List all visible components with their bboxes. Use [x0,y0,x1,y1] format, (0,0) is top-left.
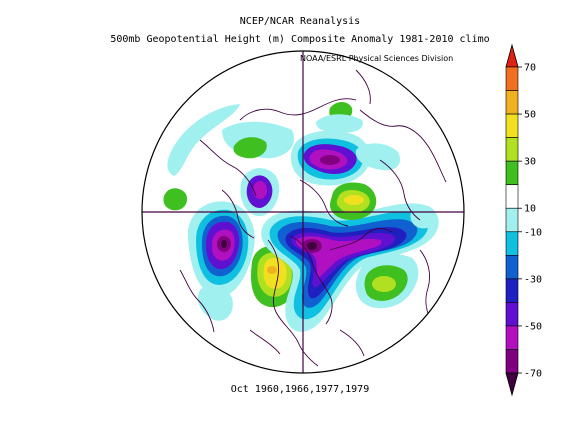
colorbar-cell [505,207,519,233]
colorbar-bottom-arrow [505,372,519,397]
colorbar-tick-label: -30 [524,274,542,285]
north-atlantic-low [261,203,439,332]
colorbar-cell [505,278,519,303]
east-asia-cyan [316,114,363,133]
west-pacific-green [163,188,188,211]
chart-subtitle: 500mb Geopotential Height (m) Composite … [110,34,490,45]
bering-low [240,168,280,217]
colorbar-cell [505,113,519,138]
anomaly-field [163,102,439,332]
colorbar-tick-label: 30 [524,157,536,168]
colorbar-tick-label: 10 [524,204,536,215]
arctic-green-patch [233,137,267,159]
colorbar-cell [505,302,519,327]
central-atlantic-high [355,254,419,309]
colorbar-tick-label: -10 [524,227,542,238]
colorbar-tick-label: -50 [524,321,542,332]
colorbar-cell [505,90,519,115]
colorbar-cell [505,349,519,374]
east-cyan [410,205,437,229]
central-asia-high [330,182,377,220]
colorbar-cell [505,231,519,256]
colorbar-cell [505,66,519,91]
colorbar-cell [505,255,519,280]
colorbar-cell [505,184,519,209]
credit-label: NOAA/ESRL Physical Sciences Division [300,54,454,63]
west-cyan-arc [167,104,240,176]
chart-title: NCEP/NCAR Reanalysis [239,16,361,27]
colorbar-cell [505,137,519,162]
colorbar-tick-label: 70 [524,63,536,74]
northeast-pacific-low [187,201,255,297]
colorbar-cell [505,325,519,350]
map-border [141,50,465,374]
colorbar-cell [505,160,519,185]
colorbar-top-arrow [505,43,519,68]
colorbar-tick-label: -70 [524,369,542,380]
composite-dates-label: Oct 1960,1966,1977,1979 [230,384,370,395]
north-cyan [355,143,401,171]
siberia-low [290,130,371,186]
colorbar-tick-label: 50 [524,110,536,121]
